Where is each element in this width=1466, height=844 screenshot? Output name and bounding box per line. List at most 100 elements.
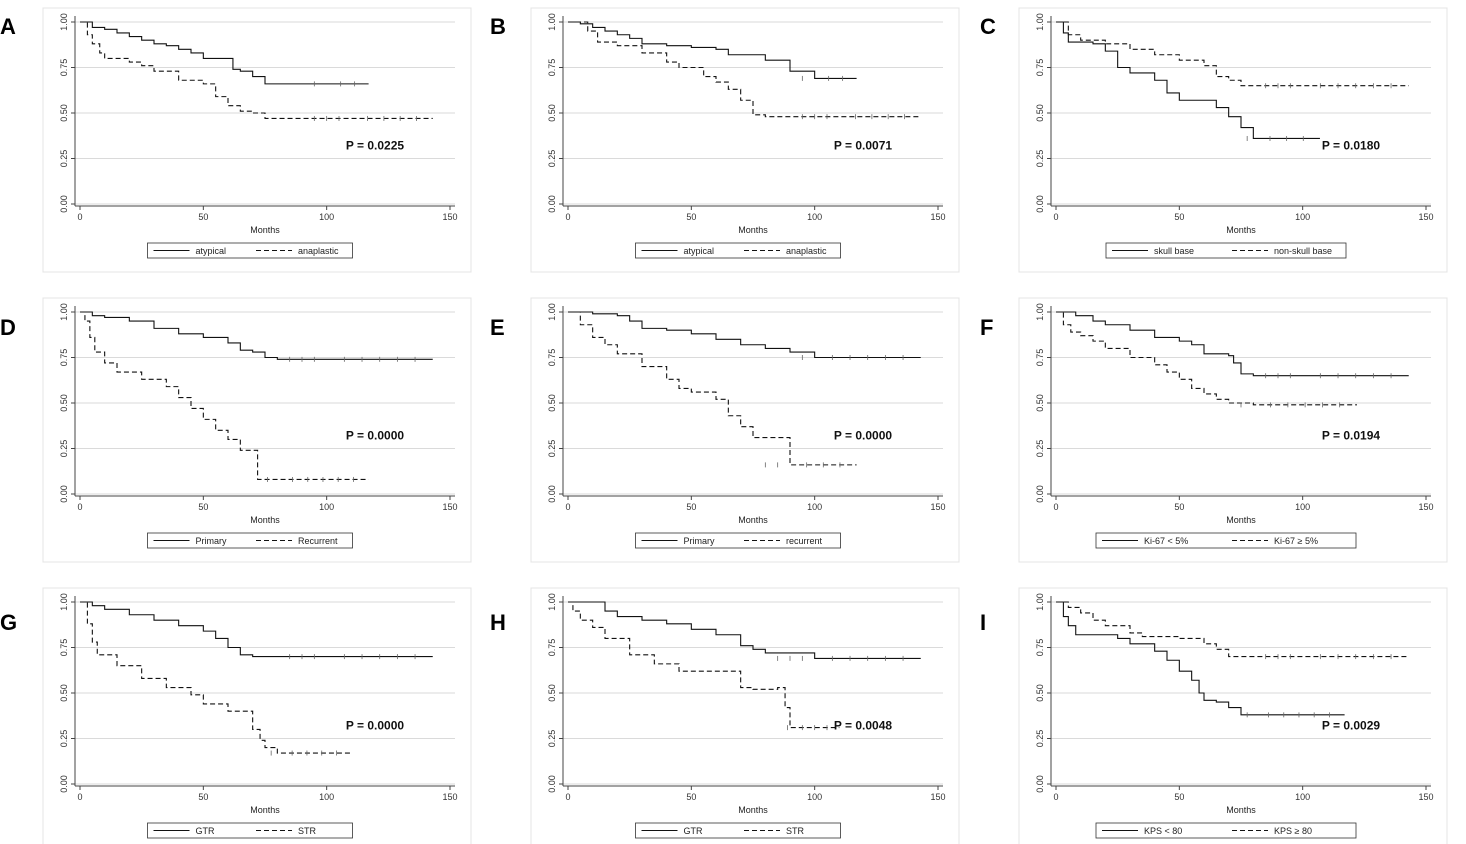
y-tick-label: 0.25 (547, 150, 557, 168)
y-tick-label: 1.00 (59, 13, 69, 31)
km-curve-solid (568, 311, 921, 359)
y-tick-label: 0.50 (547, 104, 557, 122)
p-value: P = 0.0048 (834, 718, 892, 732)
legend-box (147, 822, 353, 839)
x-tick-label: 150 (442, 212, 457, 222)
y-tick-label: 0.00 (1035, 485, 1045, 503)
y-tick-label: 1.00 (1035, 593, 1045, 611)
panel-letter: C (980, 14, 996, 39)
legend-label: STR (786, 826, 805, 836)
panel-frame (530, 7, 960, 273)
y-tick-label: 1.00 (1035, 13, 1045, 31)
y-tick-label: 1.00 (59, 303, 69, 321)
y-tick-label: 1.00 (1035, 303, 1045, 321)
km-curve-dashed (568, 311, 857, 466)
legend: atypical anaplastic (635, 242, 841, 259)
x-tick-label: 0 (565, 502, 570, 512)
x-tick-label: 50 (1174, 212, 1184, 222)
panel-letter: B (490, 14, 506, 39)
x-tick-label: 0 (77, 792, 82, 802)
y-tick-label: 0.50 (1035, 684, 1045, 702)
y-tick-label: 0.75 (547, 59, 557, 77)
x-axis-title: Months (250, 515, 280, 525)
y-tick-label: 1.00 (547, 593, 557, 611)
panel-h: H 0.00 0.25 0.50 0.75 1.00 0 50 100 150 Months P = … (490, 587, 960, 844)
x-tick-label: 100 (807, 502, 822, 512)
x-tick-label: 150 (1418, 502, 1433, 512)
panel-frame (42, 7, 472, 273)
p-value: P = 0.0000 (346, 718, 404, 732)
panel-frame (1018, 7, 1448, 273)
y-tick-label: 0.25 (547, 730, 557, 748)
legend-label: anaplastic (298, 246, 339, 256)
legend: GTR STR (635, 822, 841, 839)
legend-label: KPS ≥ 80 (1274, 826, 1312, 836)
km-curve-solid (568, 21, 857, 79)
legend: atypical anaplastic (147, 242, 353, 259)
legend: GTR STR (147, 822, 353, 839)
km-curve-solid (80, 601, 433, 658)
panel-f: F 0.00 0.25 0.50 0.75 1.00 0 50 100 150 Months P = … (980, 297, 1448, 563)
x-axis-title: Months (1226, 515, 1256, 525)
legend: KPS < 80 KPS ≥ 80 (1095, 822, 1357, 839)
legend-label: atypical (684, 246, 715, 256)
km-curve-dashed (1056, 21, 1409, 87)
x-tick-label: 100 (807, 212, 822, 222)
y-tick-label: 0.25 (59, 150, 69, 168)
legend-label: STR (298, 826, 317, 836)
y-tick-label: 0.50 (59, 394, 69, 412)
panel-d: D 0.00 0.25 0.50 0.75 1.00 0 50 100 150 Months P = … (0, 297, 472, 563)
x-tick-label: 50 (1174, 502, 1184, 512)
km-curve-dashed (1056, 601, 1409, 658)
y-tick-label: 0.50 (1035, 394, 1045, 412)
km-curve-solid (568, 601, 921, 659)
legend-box (635, 822, 841, 839)
p-value: P = 0.0000 (346, 428, 404, 442)
legend: skull base non-skull base (1105, 242, 1347, 259)
x-tick-label: 50 (686, 212, 696, 222)
legend-label: Primary (684, 536, 715, 546)
panel-letter: I (980, 610, 986, 635)
legend: Primary recurrent (635, 532, 841, 549)
x-tick-label: 0 (565, 212, 570, 222)
x-tick-label: 150 (1418, 792, 1433, 802)
legend-box (1105, 242, 1347, 259)
km-curve-dashed (568, 21, 921, 118)
km-curve-solid (80, 311, 433, 360)
km-curve-solid (1056, 601, 1345, 716)
legend-label: atypical (196, 246, 227, 256)
legend-label: Ki-67 < 5% (1144, 536, 1188, 546)
y-tick-label: 0.25 (59, 440, 69, 458)
x-tick-label: 150 (930, 502, 945, 512)
legend-box (147, 242, 353, 259)
y-tick-label: 0.00 (59, 485, 69, 503)
y-tick-label: 0.75 (1035, 349, 1045, 367)
x-tick-label: 150 (442, 792, 457, 802)
km-curve-dashed (80, 21, 433, 120)
x-axis-title: Months (738, 805, 768, 815)
x-tick-label: 0 (77, 502, 82, 512)
legend-label: anaplastic (786, 246, 827, 256)
legend-label: Recurrent (298, 536, 338, 546)
x-tick-label: 0 (1053, 212, 1058, 222)
x-tick-label: 0 (77, 212, 82, 222)
panel-letter: G (0, 610, 17, 635)
x-tick-label: 100 (807, 792, 822, 802)
x-axis-title: Months (250, 805, 280, 815)
legend-label: skull base (1154, 246, 1194, 256)
x-tick-label: 100 (319, 212, 334, 222)
x-tick-label: 100 (319, 502, 334, 512)
x-tick-label: 50 (198, 502, 208, 512)
y-tick-label: 1.00 (547, 13, 557, 31)
panel-frame (1018, 587, 1448, 844)
legend-label: recurrent (786, 536, 823, 546)
panel-frame (530, 587, 960, 844)
legend-label: non-skull base (1274, 246, 1332, 256)
x-tick-label: 50 (198, 212, 208, 222)
p-value: P = 0.0071 (834, 138, 892, 152)
y-tick-label: 0.00 (547, 775, 557, 793)
legend-label: Ki-67 ≥ 5% (1274, 536, 1318, 546)
p-value: P = 0.0225 (346, 138, 404, 152)
x-tick-label: 150 (1418, 212, 1433, 222)
panel-letter: E (490, 315, 505, 340)
